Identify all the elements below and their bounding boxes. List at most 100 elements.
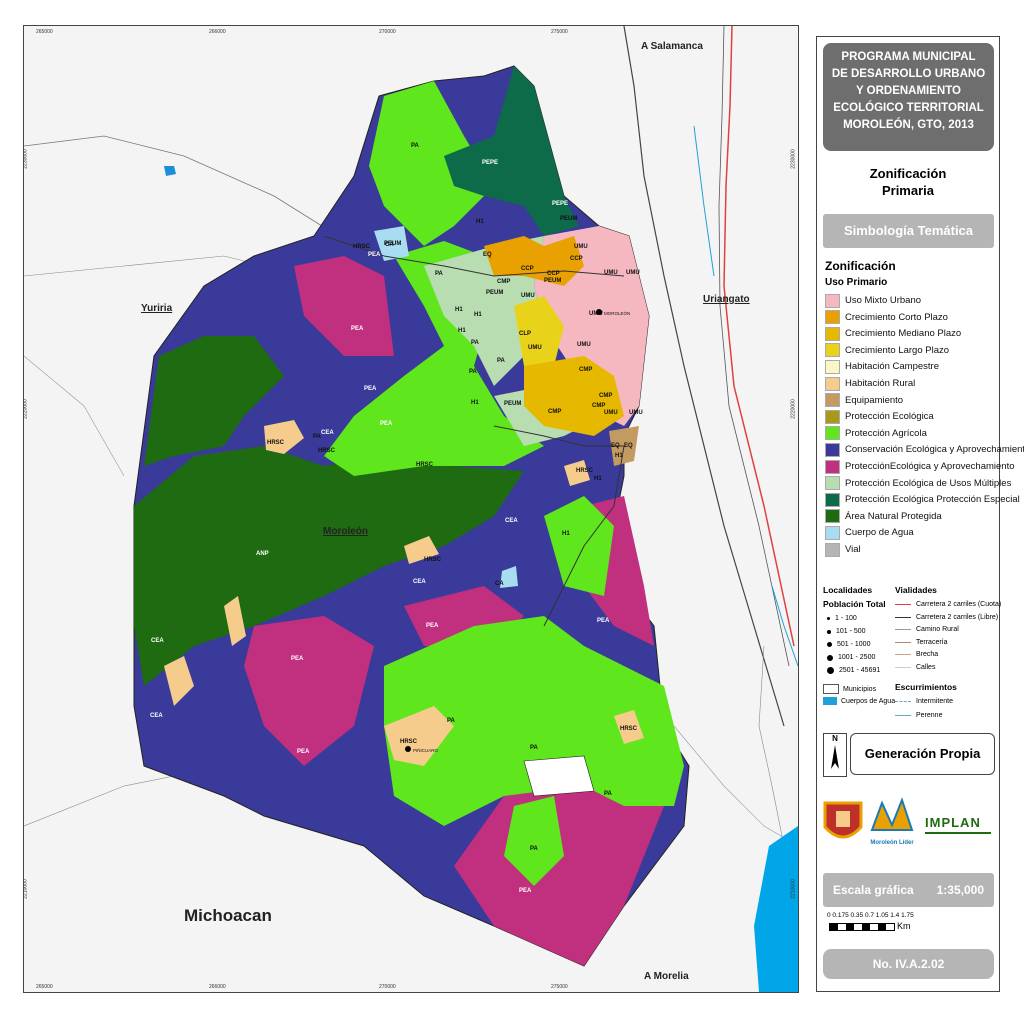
vialidad-item: Brecha	[895, 651, 938, 658]
map-canvas[interactable]	[24, 26, 798, 992]
vialidad-label: Brecha	[916, 651, 939, 658]
municipios-symbol	[823, 684, 839, 694]
zone-label: H1	[458, 328, 466, 334]
legend-label: Área Natural Protegida	[845, 510, 942, 522]
zone-label: HRSC	[267, 440, 285, 446]
locality-name: MOROLEÓN	[604, 311, 631, 316]
vialidad-label: Calles	[916, 663, 936, 671]
subject-line: Primaria	[881, 183, 935, 198]
water-body	[754, 826, 798, 992]
legend-swatch	[825, 442, 840, 457]
zone-label: PEUM	[544, 278, 562, 284]
zone-pea	[454, 786, 664, 966]
perenne-label: Perenne	[916, 712, 943, 719]
legend-item: Conservación Ecológica y Aprovechamiento	[825, 442, 1024, 457]
zone-label: CA	[495, 581, 504, 587]
legend-item: Habitación Rural	[825, 376, 915, 391]
coord-bottom-4: 275000	[551, 984, 568, 990]
coord-right-1: 2230000	[790, 149, 797, 169]
legend-panel: PROGRAMA MUNICIPAL DE DESARROLLO URBANO …	[816, 36, 1024, 992]
zone-label: PA	[604, 791, 612, 797]
zone-label: HRSC	[620, 726, 638, 732]
scale-value: 1:35,000	[936, 883, 984, 897]
legend-label: Conservación Ecológica y Aprovechamiento	[845, 444, 1024, 456]
vialidad-label: Carretera 2 carriles (Cuota)	[916, 601, 1002, 608]
legend-label: Crecimiento Largo Plazo	[845, 344, 950, 356]
zone-label: UMU	[589, 311, 603, 317]
vialidad-symbol	[895, 604, 911, 605]
poblacion-label: 501 - 1000	[837, 641, 871, 648]
place-michoacan: Michoacan	[184, 906, 272, 925]
legend-item: Protección Agrícola	[825, 426, 927, 441]
place-moroleon: Moroleón	[323, 526, 368, 537]
zone-label: PEA	[368, 252, 381, 258]
place-yuriria: Yuriria	[141, 303, 173, 314]
zone-label: H1	[594, 476, 602, 482]
legend-swatch	[825, 492, 840, 507]
intermitente-label: Intermitente	[916, 698, 953, 705]
zone-label: UMU	[604, 270, 618, 276]
north-arrow-icon	[831, 745, 839, 769]
legend-item: Protección Ecológica Protección Especial	[825, 492, 1020, 507]
place-salamanca: A Salamanca	[641, 41, 703, 52]
legend-swatch	[825, 542, 840, 557]
legend-item: Vial	[825, 542, 861, 557]
implan-logo: IMPLAN	[925, 815, 995, 845]
legend-swatch	[825, 409, 840, 424]
coord-bottom-2: 266000	[209, 984, 226, 990]
coord-right-2: 2220000	[790, 399, 797, 419]
title-line: MOROLEÓN, GTO, 2013	[843, 119, 974, 131]
legend-label: Protección Agrícola	[845, 427, 927, 439]
poblacion-item: 2501 - 45691	[827, 667, 880, 674]
locality-label: MOROLEÓN	[596, 309, 630, 316]
legend-item: Uso Mixto Urbano	[825, 293, 921, 308]
zone-label: PEUM	[486, 290, 504, 296]
coord-top-2: 266000	[209, 29, 226, 35]
coord-bottom-3: 270000	[379, 984, 396, 990]
zone-label: PA	[497, 358, 505, 364]
legend-swatch	[825, 426, 840, 441]
zone-pa	[544, 496, 614, 596]
coord-top-4: 275000	[551, 29, 568, 35]
zone-label: PA	[313, 434, 321, 440]
north-arrow: N	[823, 733, 847, 777]
legend-item: Protección Ecológica	[825, 409, 934, 424]
legend-swatch	[825, 293, 840, 308]
zone-label: CA	[385, 242, 394, 248]
moroleon-lider-text: Moroleón Líder	[870, 840, 914, 846]
legend-label: ProtecciónEcológica y Aprovechamiento	[845, 461, 1015, 472]
vialidad-label: Terracería	[916, 638, 948, 646]
map-frame[interactable]: 265000 266000 270000 275000 265000 26600…	[23, 25, 799, 993]
coord-bottom-1: 265000	[36, 984, 53, 990]
legend-item: Crecimiento Mediano Plazo	[825, 326, 961, 341]
zone-label: CEA	[150, 713, 163, 719]
zone-label: H1	[476, 219, 484, 225]
title-box: PROGRAMA MUNICIPAL DE DESARROLLO URBANO …	[823, 43, 994, 151]
coord-left-3: 2210000	[23, 879, 29, 899]
zone-label: HRSC	[353, 244, 371, 250]
municipios-row: Municipios	[823, 684, 876, 694]
background-roads	[24, 26, 798, 847]
locality-dot	[405, 746, 411, 752]
vialidad-item: Carretera 2 carriles (Libre)	[895, 614, 998, 621]
zone-label: EQ	[624, 443, 633, 449]
scale-unit: Km	[897, 921, 911, 931]
zone-label: CMP	[592, 403, 606, 409]
legend-label: Protección Ecológica Protección Especial	[845, 494, 1020, 506]
zone-label: CMP	[599, 393, 613, 399]
zone-label: PA	[530, 745, 538, 751]
legend-label: Habitación Campestre	[845, 361, 939, 373]
zone-label: PEA	[291, 656, 304, 662]
vialidad-label: Camino Rural	[916, 626, 959, 633]
simbologia-header: Simbología Temática	[823, 214, 994, 248]
escurrimientos-heading: Escurrimientos	[895, 682, 957, 692]
vialidad-item: Terracería	[895, 639, 948, 646]
zone-label: UMU	[604, 410, 618, 416]
map-subject-title: Zonificación Primaria	[817, 165, 999, 199]
locality-dot	[596, 309, 602, 315]
vialidades-heading: Vialidades	[895, 585, 937, 595]
zone-label: H1	[474, 312, 482, 318]
poblacion-dot	[827, 667, 834, 674]
legend-item: Protección Ecológica de Usos Múltiples	[825, 476, 1011, 491]
legend-swatch	[825, 476, 840, 491]
